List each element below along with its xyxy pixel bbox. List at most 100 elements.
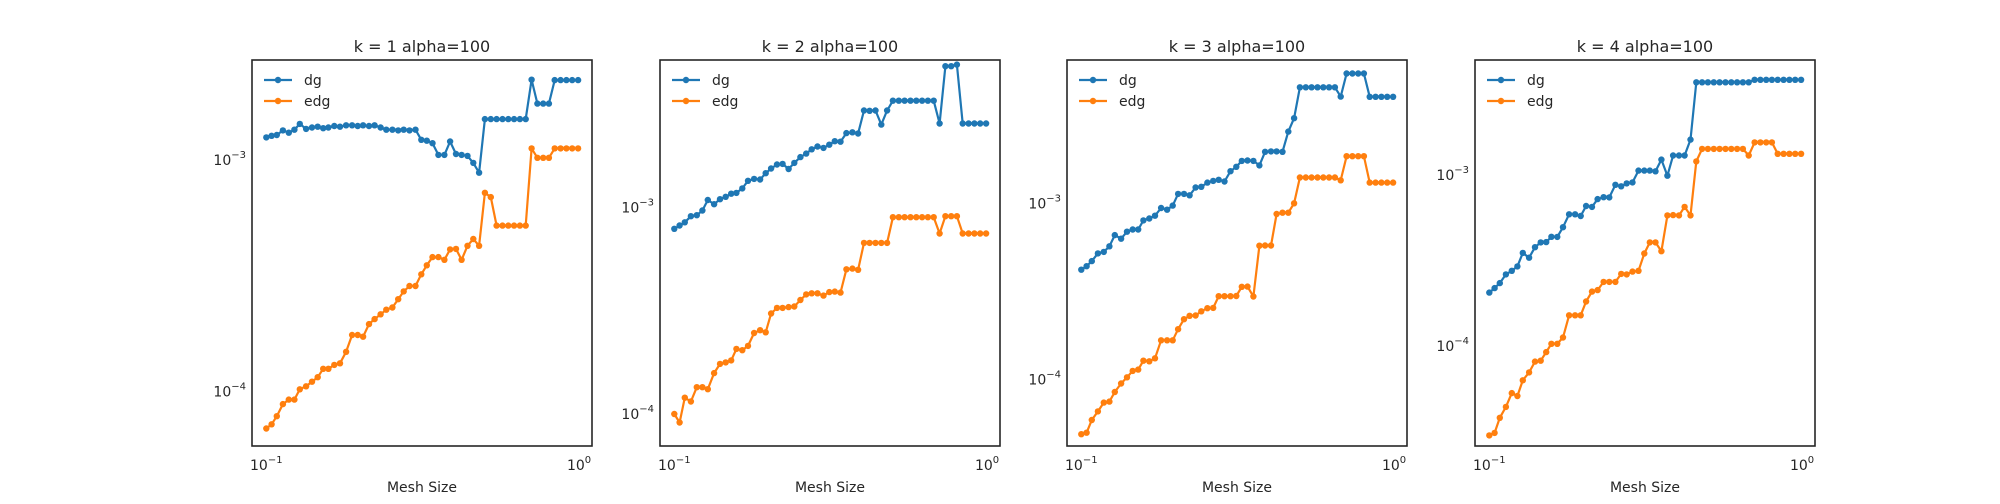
data-point-dg [1256,162,1263,169]
plot-frame [1474,59,1816,447]
data-point-edg [1757,139,1764,146]
data-point-edg [383,306,390,313]
data-point-dg [1496,279,1504,287]
data-point-edg [1571,312,1579,319]
data-point-dg [1198,183,1205,190]
data-point-edg [710,369,718,377]
data-point-edg [429,253,436,261]
data-point-edg [314,374,321,381]
data-point-edg [901,214,908,221]
data-point-edg [1186,312,1193,319]
data-point-edg [263,425,270,432]
data-point-edg [1157,337,1165,344]
legend-marker-dg [682,76,690,84]
data-point-dg [797,153,804,161]
data-point-edg [883,239,891,247]
data-point-dg [767,165,775,172]
data-point-dg [1606,194,1613,201]
data-point-dg [837,138,844,145]
data-point-dg [412,126,419,133]
data-point-dg [1094,250,1102,257]
data-point-edg [895,214,902,221]
data-point-edg [1739,145,1747,153]
data-point-edg [365,320,373,328]
data-point-edg [1302,174,1310,181]
data-point-edg [1320,174,1327,181]
data-point-edg [866,239,873,247]
data-point-edg [965,230,972,237]
data-point-edg [1343,153,1350,160]
data-point-dg [574,76,582,84]
data-point-edg [1698,145,1706,153]
data-point-dg [458,151,465,159]
data-point-edg [676,419,683,426]
data-point-dg [406,127,413,134]
data-point-dg [854,130,862,137]
data-point-dg [1548,233,1555,240]
data-point-edg [279,400,287,408]
legend-label-edg: edg [304,94,330,110]
data-point-edg [1151,355,1159,362]
data-point-dg [400,126,407,133]
data-point-edg [1325,174,1333,181]
data-point-edg [470,235,477,243]
data-point-edg [1273,210,1280,218]
data-point-edg [446,246,454,253]
data-point-edg [1366,179,1373,186]
data-point-dg [1646,167,1654,174]
data-point-dg [843,129,850,137]
data-point-edg [826,288,833,296]
legend-marker-edg [682,97,690,105]
data-point-edg [1331,174,1339,181]
data-point-edg [671,410,678,418]
data-point-edg [371,315,378,323]
data-point-dg [866,107,873,115]
chart-panel: k = 4 alpha=100 Mesh Size 10−1 100 10−4 10−3 d… [1436,37,1816,496]
data-point-dg [671,225,678,232]
data-point-edg [1537,357,1544,364]
data-point-edg [342,348,350,355]
data-point-edg [1687,212,1694,219]
data-point-edg [837,289,844,296]
data-point-dg [1669,152,1677,159]
data-point-edg [739,347,746,354]
data-point-dg [1238,157,1246,165]
data-point-dg [814,143,821,150]
data-point-dg [1389,93,1397,101]
data-point-edg [803,291,810,298]
data-point-dg [1366,93,1373,101]
series-line-edg [673,215,987,424]
data-point-edg [400,288,407,295]
data-point-edg [359,333,367,340]
data-point-dg [716,196,724,203]
data-point-dg [441,151,448,159]
data-point-edg [1675,212,1683,219]
data-point-edg [1227,293,1234,300]
data-point-dg [1355,70,1362,77]
data-point-edg [1198,308,1205,315]
data-point-edg [1519,377,1527,384]
data-point-dg [1612,181,1619,188]
data-point-dg [1106,243,1113,250]
data-point-dg [528,76,535,83]
data-point-edg [1751,139,1758,146]
data-point-dg [1302,84,1310,91]
data-point-dg [1169,202,1176,209]
data-point-edg [273,413,280,420]
data-point-dg [1502,271,1510,278]
data-point-dg [395,127,402,134]
data-point-dg [1675,152,1683,159]
data-point-edg [797,296,804,304]
data-point-dg [446,138,454,145]
data-point-dg [1792,76,1799,84]
data-point-edg [1180,316,1188,323]
data-point-edg [1140,357,1147,364]
data-point-dg [1623,180,1630,187]
data-point-dg [1273,148,1280,155]
data-point-dg [1372,93,1379,101]
data-point-edg [687,398,695,405]
data-point-dg [1508,267,1516,274]
data-point-edg [791,303,798,310]
data-point-dg [1693,79,1700,86]
data-point-edg [516,222,524,229]
